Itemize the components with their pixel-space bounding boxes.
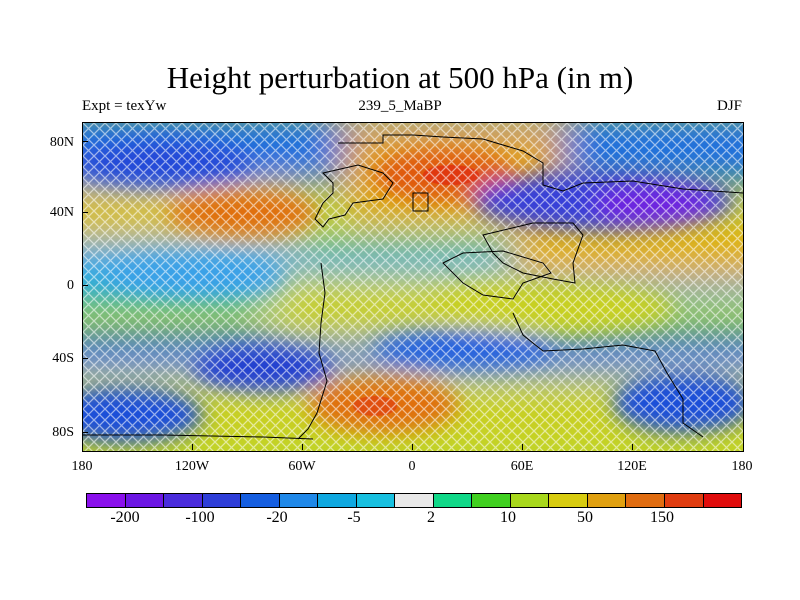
colorbar-swatch [164,494,203,507]
lon-tick [302,444,303,450]
lon-tick [412,444,413,450]
lon-label-60e: 60E [510,459,534,474]
lon-label-180e: 180 [731,459,753,474]
lon-tick [522,444,523,450]
colorbar-label: -5 [347,509,361,526]
lat-tick [82,358,88,359]
lat-label-80s: 80S [52,425,74,440]
colorbar-swatch [549,494,588,507]
colorbar-swatch [626,494,665,507]
colorbar-swatch [703,494,742,507]
lat-tick [82,432,88,433]
lat-label-80n: 80N [49,135,74,150]
colorbar-label: 50 [577,509,593,526]
lat-tick [82,285,88,286]
colorbar-swatch [433,494,473,507]
season-label: DJF [716,98,742,114]
colorbar-swatch [395,494,434,507]
period-label: 239_5_MaBP [358,98,442,114]
lon-label-120e: 120E [617,459,647,474]
map-panel [82,122,744,452]
colorbar-label: -20 [266,509,288,526]
colorbar-label: 150 [650,509,674,526]
lon-label-0: 0 [408,459,416,474]
colorbar-swatch [587,494,627,507]
colorbar-label: -200 [110,509,140,526]
colorbar-label: 2 [427,509,435,526]
plot-title: Height perturbation at 500 hPa (in m) [166,60,634,95]
colorbar-swatch [202,494,242,507]
lat-label-40s: 40S [52,351,74,366]
colorbar-swatch [125,494,165,507]
colorbar-swatch [356,494,396,507]
colorbar-swatch [472,494,511,507]
colorbar-swatch [87,494,126,507]
lat-tick [82,212,88,213]
lon-label-180w: 180 [71,459,93,474]
lon-tick [192,444,193,450]
colorbar-swatch [664,494,704,507]
lat-label-eq: 0 [67,278,74,293]
colorbar-swatch [279,494,319,507]
experiment-label: Expt = texYw [82,98,167,114]
lon-label-120w: 120W [174,459,210,474]
colorbar-swatch [241,494,280,507]
colorbar-swatch [510,494,550,507]
lon-label-60w: 60W [288,459,316,474]
colorbar-label: -100 [185,509,215,526]
colorbar-swatch [318,494,357,507]
coastline [83,134,743,440]
lat-tick [82,141,88,142]
lon-tick [632,444,633,450]
lat-label-40n: 40N [49,205,74,220]
colorbar-label: 10 [500,509,516,526]
colorbar [86,493,742,508]
height-field-map [83,123,743,451]
